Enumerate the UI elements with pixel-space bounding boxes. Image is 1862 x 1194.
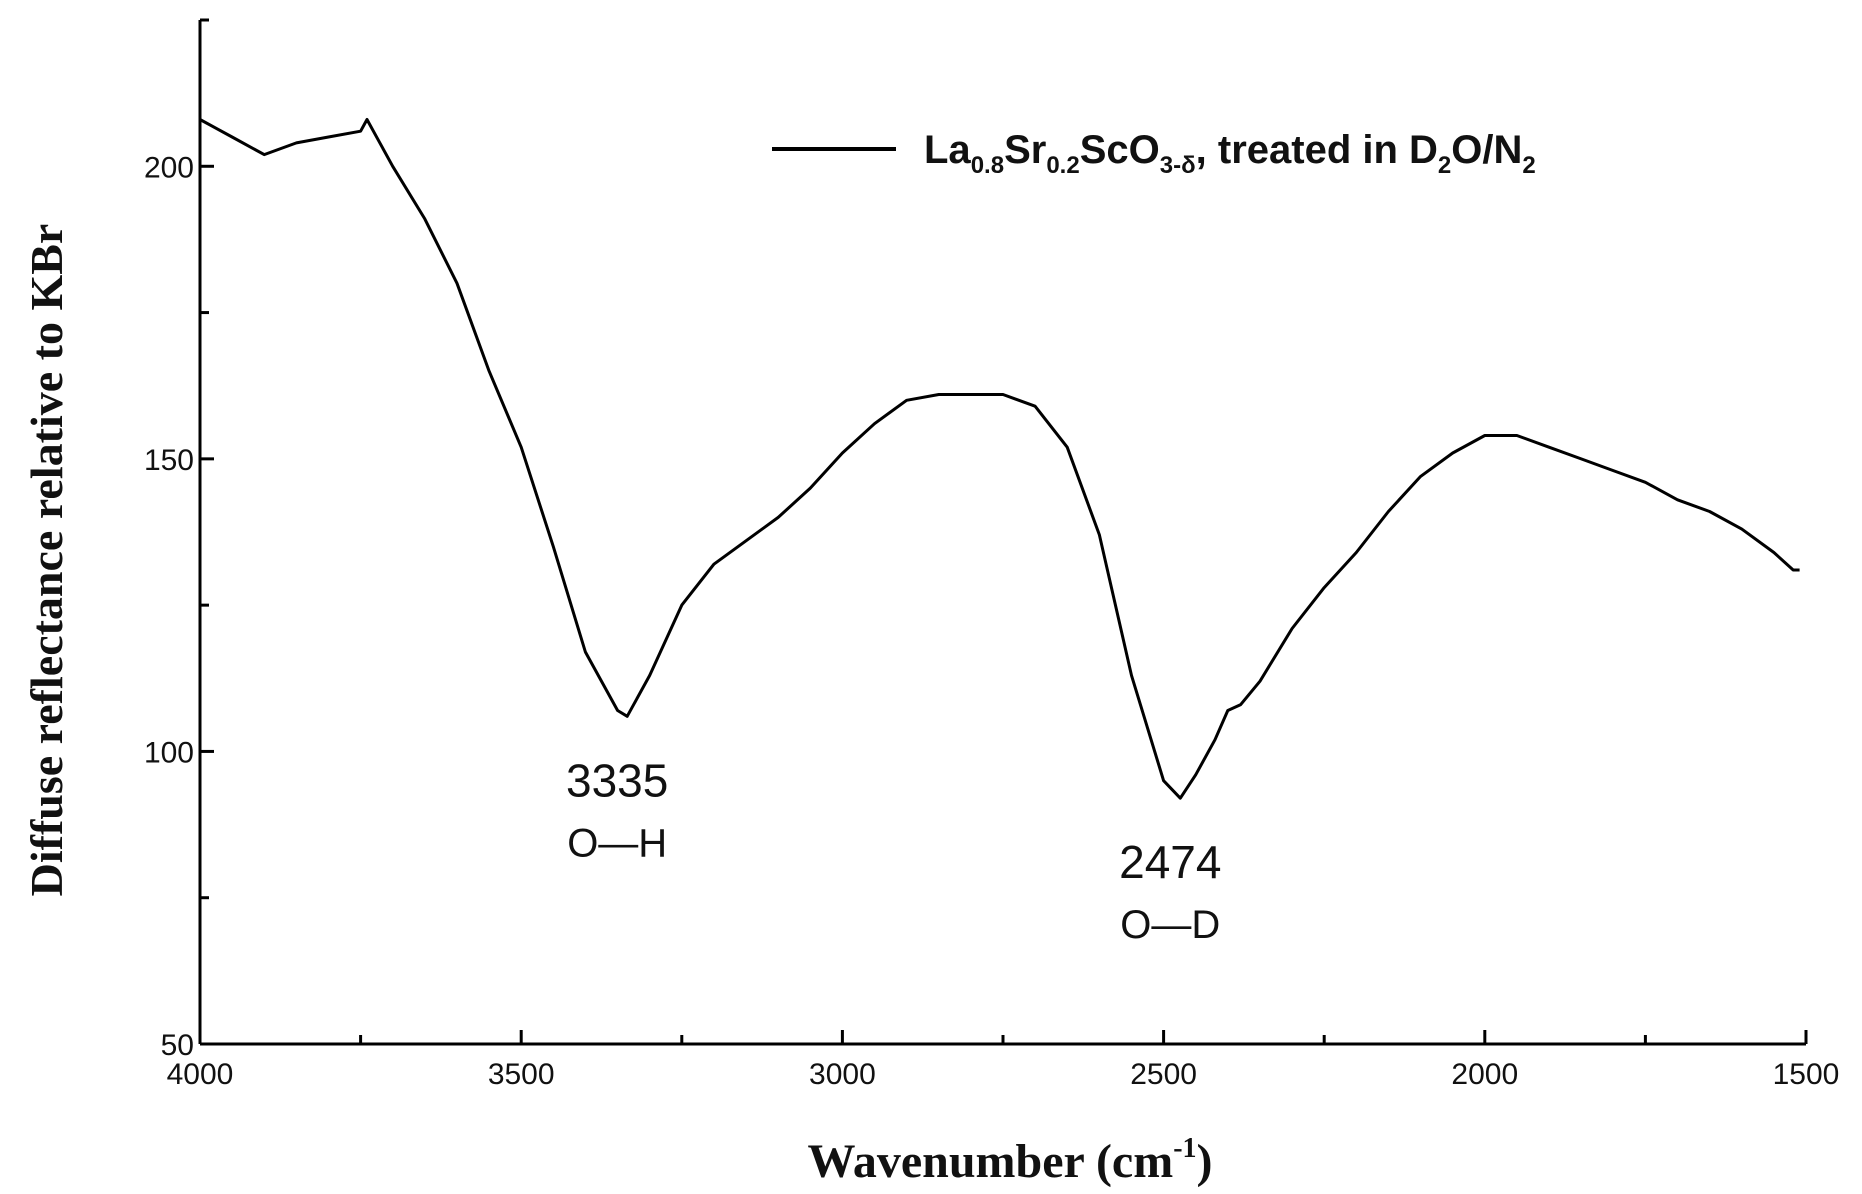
x-axis-title: Wavenumber (cm-1) <box>807 1133 1212 1188</box>
y-axis: 50 100 150 200 <box>144 18 214 1062</box>
legend-sub: 0.8 <box>971 152 1004 179</box>
legend-label: La0.8Sr0.2ScO3-δ, treated in D2O/N2 <box>924 128 1536 179</box>
annotation-label: O—D <box>1120 903 1220 947</box>
x-axis-title-text: Wavenumber (cm <box>807 1135 1173 1188</box>
x-tick-label: 3000 <box>809 1058 876 1091</box>
annotation-label: O—H <box>567 821 667 865</box>
x-tick-label: 2000 <box>1451 1058 1518 1091</box>
x-axis-title-end: ) <box>1197 1135 1213 1188</box>
legend-sub: 0.2 <box>1046 152 1079 179</box>
annotation-value: 3335 <box>566 754 668 806</box>
legend-part: La <box>924 128 971 172</box>
x-tick-label: 4000 <box>167 1058 234 1091</box>
legend-sub: 3-δ <box>1160 152 1196 179</box>
legend-sub: 2 <box>1438 152 1451 179</box>
legend: La0.8Sr0.2ScO3-δ, treated in D2O/N2 <box>772 128 1536 179</box>
legend-part: , treated in D <box>1196 128 1438 172</box>
x-tick-label: 2500 <box>1130 1058 1197 1091</box>
x-axis: 4000 3500 3000 2500 2000 1500 <box>167 1030 1840 1091</box>
y-tick-label: 50 <box>161 1029 194 1062</box>
annotation-value: 2474 <box>1119 836 1221 888</box>
y-tick-label: 100 <box>144 736 194 769</box>
legend-part: Sr <box>1004 128 1046 172</box>
legend-part: O/N <box>1451 128 1522 172</box>
x-axis-title-sup: -1 <box>1173 1133 1196 1164</box>
y-tick-label: 200 <box>144 151 194 184</box>
y-tick-label: 150 <box>144 444 194 477</box>
y-axis-title: Diffuse reflectance relative to KBr <box>21 224 72 897</box>
legend-sub: 2 <box>1522 152 1535 179</box>
legend-part: ScO <box>1080 128 1160 172</box>
series-line <box>199 118 1800 800</box>
series-layer <box>199 118 1800 800</box>
annotation-layer: 3335 O—H 2474 O—D <box>566 754 1221 947</box>
x-tick-label: 3500 <box>488 1058 555 1091</box>
x-tick-label: 1500 <box>1773 1058 1840 1091</box>
